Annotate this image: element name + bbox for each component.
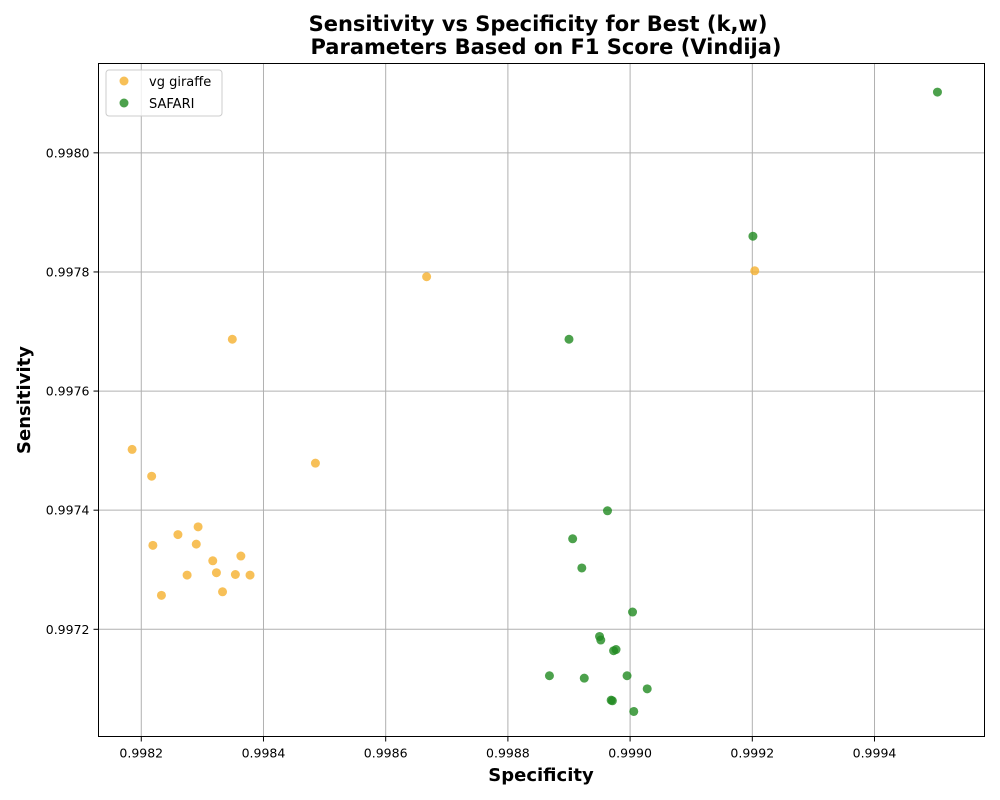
point-vg-giraffe (245, 570, 255, 580)
x-tick-label: 0.9986 (364, 746, 408, 761)
point-safari (564, 334, 574, 344)
legend-label-vg-giraffe: vg giraffe (149, 75, 211, 90)
chart-title-line-1: Sensitivity vs Specificity for Best (k,w… (309, 12, 768, 36)
point-vg-giraffe (173, 530, 183, 540)
point-vg-giraffe (147, 471, 157, 481)
y-tick-label: 0.9972 (46, 622, 90, 637)
y-tick-label: 0.9980 (46, 145, 90, 160)
point-vg-giraffe (208, 556, 218, 566)
legend-marker-vg-giraffe (119, 76, 129, 86)
x-tick-label: 0.9982 (119, 746, 163, 761)
y-tick-label: 0.9974 (46, 503, 90, 518)
point-vg-giraffe (236, 551, 246, 561)
legend: vg giraffe SAFARI (105, 69, 223, 117)
point-vg-giraffe (227, 334, 237, 344)
point-safari (596, 635, 606, 645)
x-tick-label: 0.9988 (486, 746, 530, 761)
point-safari (748, 231, 758, 241)
point-safari (622, 671, 632, 681)
point-safari (607, 696, 617, 706)
x-tick-label: 0.9984 (242, 746, 286, 761)
grid-layer (98, 63, 985, 737)
chart-title-line-2: Parameters Based on F1 Score (Vindija) (310, 35, 781, 59)
point-safari (932, 87, 942, 97)
y-tick-label: 0.9976 (46, 384, 90, 399)
point-safari (544, 671, 554, 681)
point-vg-giraffe (218, 587, 228, 597)
ticks-layer: 0.9982 0.9984 0.9986 0.9988 0.9990 0.9992 0.99… (46, 145, 897, 760)
point-vg-giraffe (230, 570, 240, 580)
point-vg-giraffe (127, 444, 137, 454)
point-vg-giraffe (310, 458, 320, 468)
point-vg-giraffe (191, 539, 201, 549)
point-vg-giraffe (193, 522, 203, 532)
point-safari (628, 607, 638, 617)
point-safari (579, 673, 589, 683)
y-axis-label: Sensitivity (14, 346, 35, 454)
plot-frame (98, 63, 985, 737)
legend-box (105, 69, 223, 117)
point-safari (602, 506, 612, 516)
point-safari (568, 534, 578, 544)
point-vg-giraffe (422, 272, 432, 282)
point-safari (611, 645, 621, 655)
y-tick-label: 0.9978 (46, 264, 90, 279)
x-tick-label: 0.9990 (608, 746, 652, 761)
point-vg-giraffe (156, 590, 166, 600)
points-layer (127, 87, 942, 716)
point-safari (642, 684, 652, 694)
point-safari (629, 706, 639, 716)
legend-label-safari: SAFARI (149, 97, 194, 112)
x-axis-label: Specificity (488, 765, 594, 786)
point-vg-giraffe (182, 570, 192, 580)
x-tick-label: 0.9994 (853, 746, 897, 761)
x-tick-label: 0.9992 (730, 746, 774, 761)
point-vg-giraffe (148, 540, 158, 550)
point-safari (577, 563, 587, 573)
point-vg-giraffe (211, 568, 221, 578)
legend-marker-safari (119, 98, 129, 108)
point-vg-giraffe (750, 266, 760, 276)
